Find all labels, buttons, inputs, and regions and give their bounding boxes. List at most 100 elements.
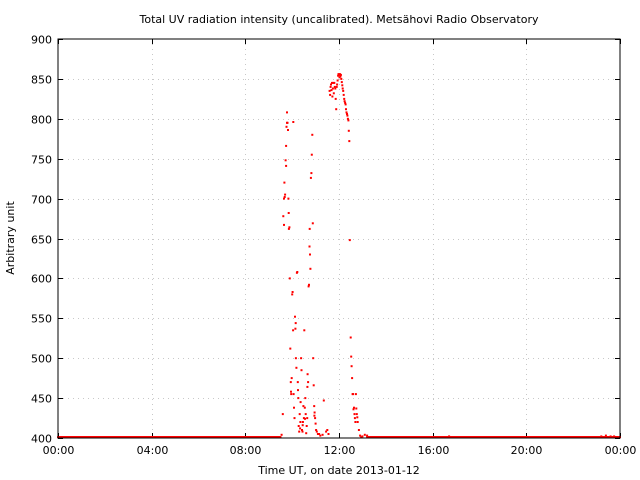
data-point [353,406,355,409]
data-point [350,355,353,358]
data-point [305,432,308,435]
data-point [331,81,333,84]
data-point [319,434,322,437]
data-point [345,108,347,111]
data-point [334,97,337,100]
data-point [306,417,309,420]
y-tick-label: 550 [31,313,52,326]
data-point [344,103,347,106]
baseline-points [57,436,621,439]
data-point [340,81,343,84]
data-point [335,85,338,88]
data-point [322,399,325,402]
y-axis-ticks: 400 450 500 550 600 650 700 750 800 850 900 [31,34,620,446]
data-point [285,144,288,147]
data-point [296,271,299,273]
data-point [326,429,329,431]
y-tick-label: 700 [31,194,52,207]
data-point [312,357,315,360]
data-point [315,430,318,433]
data-point [600,435,603,438]
grid-lines [58,39,620,438]
y-tick-label: 900 [31,34,52,47]
data-point [299,401,302,404]
data-point [301,430,304,433]
data-point [349,336,352,339]
data-point [308,283,310,286]
x-tick-label: 12:00 [324,444,356,457]
data-point [315,429,318,431]
x-tick-label: 00:00 [43,444,75,457]
data-point [301,429,303,431]
data-point [309,253,311,256]
data-point [297,425,300,427]
data-point [340,77,343,80]
data-point [284,159,287,162]
data-point [287,227,290,230]
data-point [309,176,312,179]
data-point [314,422,317,425]
data-point [311,133,314,136]
data-point [355,407,358,410]
data-point [363,433,366,436]
data-point [604,434,607,437]
data-point [360,436,363,439]
data-point [292,121,295,123]
data-point [310,172,313,175]
data-point [289,347,292,350]
data-point [359,434,362,437]
data-point [346,117,349,120]
data-point [355,413,358,416]
data-point [286,121,288,124]
x-tick-label: 00:00 [605,444,637,457]
data-point [303,406,306,409]
data-point [335,108,338,111]
data-point [330,89,333,92]
y-tick-label: 650 [31,234,52,247]
data-point [354,421,357,423]
data-point [308,245,311,248]
data-point [352,393,355,396]
data-point [287,212,290,214]
data-point [356,421,359,423]
data-point [297,397,300,400]
data-point [294,315,296,318]
data-point [313,405,316,408]
y-tick-label: 800 [31,114,52,127]
x-axis-label: Time UT, on date 2013-01-12 [257,464,420,477]
data-point [285,164,288,167]
data-point [341,84,344,87]
data-point [333,81,336,84]
data-point [298,430,301,433]
data-point [546,436,549,439]
data-point [283,223,285,226]
data-point [343,97,346,100]
data-point [291,293,294,296]
data-point [302,405,305,408]
data-point [342,93,345,96]
data-point [283,196,286,198]
data-point [321,433,324,436]
data-point [327,433,330,435]
data-point [294,357,297,360]
data-point [325,430,328,433]
data-point [286,111,288,114]
data-point [300,369,303,372]
data-point [331,95,334,98]
data-point [305,425,308,427]
data-point [304,397,307,400]
data-point [318,433,321,435]
data-point [301,421,304,423]
data-point [282,215,285,218]
data-point [351,377,354,380]
data-point [302,417,305,420]
data-point [342,89,345,92]
data-point [303,329,306,332]
data-point [347,129,350,132]
y-tick-label: 450 [31,393,52,406]
data-point [296,381,299,384]
data-point [299,421,302,423]
data-point [352,408,355,411]
data-point [306,385,309,388]
data-point [346,113,348,115]
